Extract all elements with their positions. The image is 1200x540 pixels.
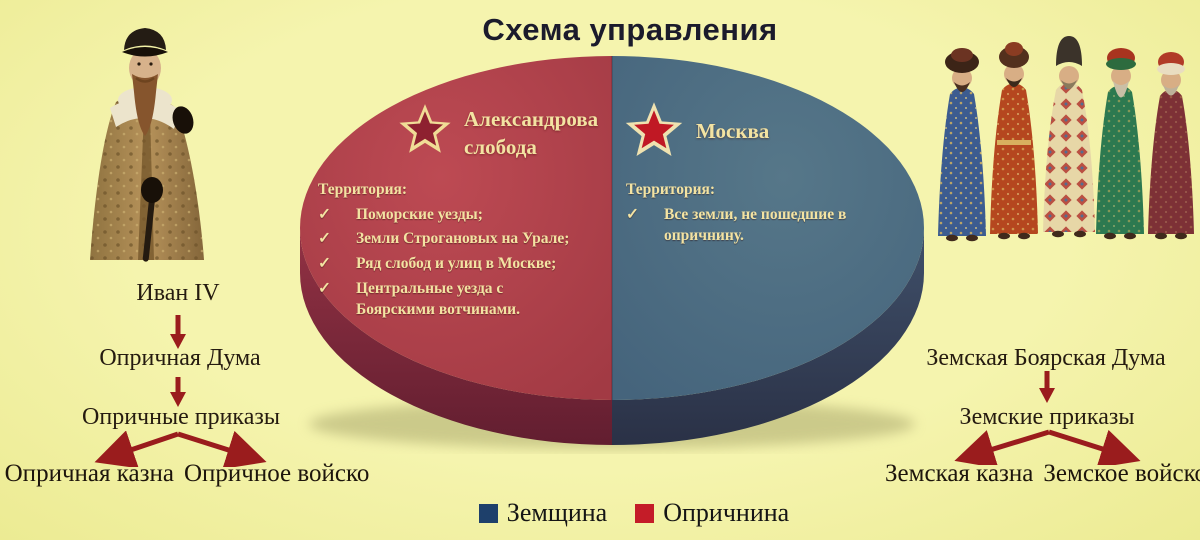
left-flow-leaves: Опричная казна Опричное войско [5,460,370,488]
capital-name: Александрова слобода [464,107,599,159]
territory-item: ✓ Поморские уезды; [318,204,618,226]
pie-chart [300,56,924,449]
flow-node-oprichnye-prikazy: Опричные приказы [82,404,280,430]
boyar-red [990,42,1038,240]
oprichnina-capital-label: Александрова слобода [396,102,616,161]
legend-swatch-zemshchina [478,503,498,523]
legend-label: Опричнина [663,498,790,527]
flow-node-oprichnaya-kazna: Опричная казна [4,460,174,487]
pie-slice-oprichnina [300,56,612,400]
check-icon: ✓ [318,255,331,273]
flow-node-zemskoe-voysko: Земское войско [1043,460,1200,487]
territory-item: ✓ Земли Строгановых на Урале; [318,228,618,250]
territory-item: ✓ Ряд слобод и улиц в Москве; [318,253,618,275]
right-flow-leaves: Земская казна Земское войско [885,460,1200,488]
ivan-iv-figure [90,28,204,262]
arrow-down-icon [170,377,186,407]
boyar-maroon [1148,52,1194,240]
split-arrow-icon [94,431,267,467]
check-icon: ✓ [626,205,639,223]
arrow-down-icon [1039,371,1055,403]
flow-node-zemskie-prikazy: Земские приказы [959,404,1135,430]
boyar-green [1096,48,1144,240]
check-icon: ✓ [318,279,331,297]
legend-item-oprichnina: Опричнина [635,498,789,528]
legend: Земщина Опричнина [34,498,1200,528]
territory-item: ✓ Все земли, не пошедшие в опричнину. [626,204,896,247]
legend-swatch-oprichnina [635,503,655,523]
boyar-blue [938,48,986,242]
zemshchina-territory: Территория: ✓ Все земли, не пошедшие в о… [626,179,896,247]
arrow-down-icon [170,315,186,349]
flow-node-zemskaya-kazna: Земская казна [885,460,1034,487]
flow-node-oprichnoe-voysko: Опричное войско [183,460,370,487]
legend-item-zemshchina: Земщина [478,498,608,528]
boyars-figure [938,36,1194,242]
pie-slice-zemshchina [612,56,924,400]
star-icon [625,102,683,156]
check-icon: ✓ [318,205,331,223]
zemshchina-capital-label: Москва [622,100,769,164]
star-icon [399,104,451,153]
legend-label: Земщина [506,498,608,527]
page-title: Схема управления [482,12,778,47]
boyar-cream [1043,36,1095,238]
check-icon: ✓ [318,230,331,248]
oprichnina-territory: Территория: ✓ Поморские уезды; ✓ Земли С… [318,179,618,321]
capital-name: Москва [696,119,770,144]
territory-heading: Территория: [626,181,716,198]
territory-item: ✓ Центральные уезда с Боярскими вотчинам… [318,278,618,321]
territory-heading: Территория: [318,181,408,198]
flow-node-oprichnaya-duma: Опричная Дума [99,345,261,371]
flow-node-zemskaya-boyarskaya-duma: Земская Боярская Дума [926,345,1166,371]
split-arrow-icon [954,429,1141,465]
pie-rim-zemshchina [612,228,924,445]
pie-rim-oprichnina [300,228,612,445]
flow-node-ivan-iv: Иван IV [136,280,220,306]
